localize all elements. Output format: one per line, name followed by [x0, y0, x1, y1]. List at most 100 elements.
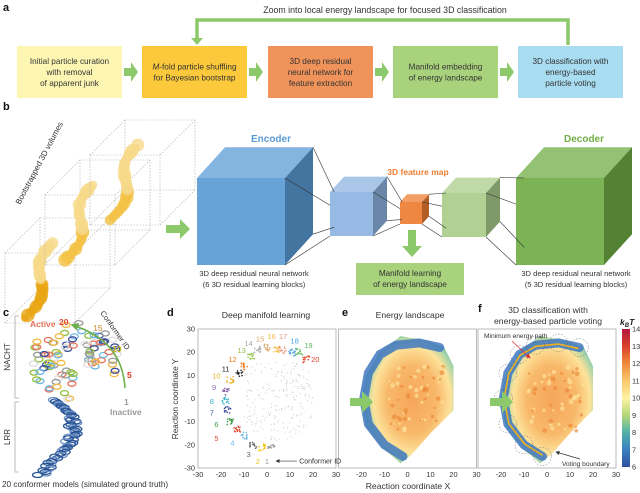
cluster-point-18	[290, 349, 292, 352]
scatter-point	[260, 426, 262, 428]
cluster-point-19	[296, 353, 298, 356]
cluster-point-18	[293, 354, 295, 357]
scatter-point	[303, 426, 305, 428]
cluster-point-16	[278, 351, 280, 354]
cluster-point-10	[231, 379, 233, 381]
cluster-point-11	[238, 375, 241, 378]
scatter-point	[291, 391, 293, 393]
landscape-texture	[437, 380, 441, 384]
landscape-texture	[434, 419, 438, 423]
cluster-point-2	[260, 449, 263, 452]
cluster-point-17	[283, 350, 286, 353]
y-tick-label: 30	[187, 325, 195, 334]
scatter-point	[270, 412, 272, 414]
landscape-texture	[420, 417, 424, 421]
cluster-point-14	[254, 347, 256, 350]
scatter-point	[303, 388, 305, 390]
scatter-point	[262, 428, 264, 430]
panel-f-title-line2: energy-based particle voting	[494, 316, 602, 326]
scatter-point	[303, 386, 305, 388]
cluster-point-18	[288, 352, 291, 355]
cluster-point-2	[258, 445, 260, 448]
scatter-point	[268, 388, 270, 390]
landscape-texture	[403, 426, 407, 431]
landscape-texture	[561, 373, 564, 376]
connection-line	[499, 221, 525, 248]
scatter-point	[291, 368, 293, 370]
landscape-texture	[548, 379, 551, 382]
colorbar-tick: 6	[632, 463, 636, 472]
conformer-id-1: 1	[124, 397, 129, 407]
landscape-texture	[548, 373, 551, 376]
arrow-right-icon	[375, 62, 389, 82]
panel-label-b: b	[3, 101, 10, 113]
scatter-point	[269, 414, 271, 416]
scatter-point	[275, 409, 277, 411]
conformer-label-8: 8	[210, 397, 214, 406]
cluster-point-10	[230, 382, 233, 384]
workflow-box-3	[268, 46, 373, 98]
landscape-texture	[582, 382, 585, 386]
scatter-point	[280, 375, 282, 377]
cluster-point-6	[228, 417, 231, 420]
scatter-point	[254, 406, 256, 408]
scatter-point	[248, 410, 250, 412]
feature-map-cube	[400, 194, 429, 224]
scatter-point	[301, 383, 303, 385]
scatter-point	[285, 363, 287, 365]
landscape-texture	[390, 382, 396, 388]
conformer-note: Conformer ID	[299, 459, 341, 466]
scatter-point	[247, 417, 249, 419]
scatter-point	[249, 389, 251, 391]
landscape-texture	[574, 371, 580, 377]
scatter-point	[245, 373, 247, 375]
cluster-point-15	[266, 346, 269, 349]
scatter-point	[257, 430, 259, 432]
scatter-point	[268, 363, 270, 365]
scatter-point	[296, 363, 298, 365]
cluster-point-18	[294, 350, 297, 353]
scatter-point	[283, 364, 285, 366]
landscape-texture	[542, 428, 547, 433]
scatter-point	[302, 407, 304, 409]
landscape-texture	[426, 393, 429, 396]
scatter-point	[277, 371, 279, 373]
landscape-texture	[572, 395, 578, 401]
voting-boundary	[514, 435, 534, 455]
cluster-point-17	[278, 345, 281, 348]
landscape-texture	[396, 373, 401, 379]
cluster-point-7	[226, 405, 229, 408]
plots: -30 -20 -10 0 10 20 30 -20 -10 0 10 20 30 -20 -10 0 10 20…	[184, 325, 620, 480]
scatter-point	[282, 390, 284, 392]
scatter-point	[310, 415, 312, 417]
scatter-point	[312, 397, 314, 399]
landscape-texture	[439, 370, 445, 376]
conformer-label-17: 17	[279, 332, 287, 341]
cluster-point-3	[249, 441, 251, 444]
cluster-point-5	[235, 427, 238, 429]
landscape-texture	[542, 408, 546, 413]
workflow-box-text: feature extraction	[289, 79, 353, 88]
workflow-box-5	[518, 46, 623, 98]
scatter-point	[290, 373, 292, 375]
cluster-point-16	[273, 351, 275, 353]
scatter-point	[286, 372, 288, 374]
landscape-texture	[565, 364, 571, 370]
scatter-point	[248, 419, 250, 421]
conformer-label-20: 20	[311, 355, 319, 364]
scatter-point	[307, 383, 309, 385]
cluster-point-13	[249, 354, 251, 356]
panel-label-c: c	[3, 307, 9, 319]
scatter-point	[255, 425, 257, 427]
landscape-texture	[531, 415, 535, 419]
scatter-point	[253, 409, 255, 411]
cluster-point-5	[234, 430, 237, 433]
scatter-point	[293, 385, 295, 387]
inactive-label: Inactive	[110, 407, 142, 417]
cluster-point-8	[227, 398, 230, 401]
scatter-point	[282, 388, 284, 390]
cluster-point-3	[249, 444, 251, 447]
cluster-point-13	[247, 353, 249, 356]
cluster-point-10	[231, 381, 234, 384]
scatter-point	[254, 399, 256, 401]
